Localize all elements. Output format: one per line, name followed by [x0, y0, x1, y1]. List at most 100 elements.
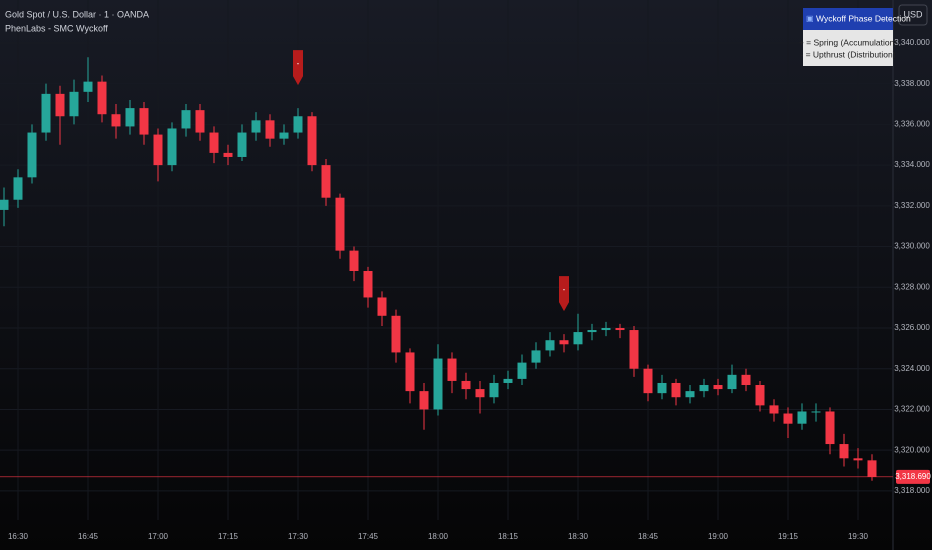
candle-body [363, 270, 373, 298]
candle-body [237, 132, 247, 157]
y-tick-label: 3,322.000 [894, 405, 930, 414]
candle-body [475, 389, 485, 398]
y-tick-label: 3,318.000 [894, 486, 930, 495]
candle-body [83, 81, 93, 92]
x-tick-label: 18:45 [638, 532, 659, 541]
candle-body [377, 297, 387, 316]
candle-body [223, 152, 233, 157]
upthrust-flag [559, 276, 569, 312]
candle-body [125, 108, 135, 127]
candle-body [517, 362, 527, 379]
candle-body [727, 374, 737, 390]
candle-body [167, 128, 177, 166]
candle-body [713, 385, 723, 390]
candle-body [27, 132, 37, 178]
candle-body [615, 328, 625, 331]
y-tick-label: 3,336.000 [894, 120, 930, 129]
legend-header [803, 8, 893, 30]
candle-body [265, 120, 275, 139]
last-price-box [896, 469, 930, 484]
candle-body [447, 358, 457, 381]
x-tick-label: 17:00 [148, 532, 169, 541]
upthrust-flag [293, 50, 303, 86]
candle-body [545, 340, 555, 351]
candle-body [657, 382, 667, 394]
indicator-name: PhenLabs - SMC Wyckoff [5, 23, 108, 33]
y-tick-label: 3,340.000 [894, 38, 930, 47]
candle-body [559, 340, 569, 345]
y-tick-label: 3,334.000 [894, 160, 930, 169]
candle-body [97, 81, 107, 115]
candle-body [811, 411, 821, 413]
y-tick-label: 3,328.000 [894, 282, 930, 291]
x-tick-label: 17:15 [218, 532, 239, 541]
x-tick-label: 19:00 [708, 532, 729, 541]
candle-body [503, 378, 513, 383]
candle-body [783, 413, 793, 424]
candle-body [741, 374, 751, 386]
candle-body [307, 116, 317, 166]
candle-body [433, 358, 443, 410]
candle-body [41, 93, 51, 133]
y-tick-label: 3,324.000 [894, 364, 930, 373]
candle-body [867, 460, 877, 477]
candle-body [601, 328, 611, 331]
currency[interactable]: USD [903, 9, 923, 19]
currency-box[interactable] [898, 4, 928, 26]
legend-title: Wyckoff Phase Detection [816, 13, 911, 23]
legend-line: - = Upthrust (Distribution) [800, 49, 895, 59]
x-tick-label: 18:15 [498, 532, 519, 541]
candle-body [349, 250, 359, 271]
candle-body [797, 411, 807, 424]
candle-body [69, 91, 79, 117]
legend-body [803, 30, 893, 66]
candle-body [489, 382, 499, 398]
candle-body [629, 330, 639, 369]
x-tick-label: 18:00 [428, 532, 449, 541]
candle-body [13, 177, 23, 200]
candle-body [685, 391, 695, 398]
y-tick-label: 3,332.000 [894, 201, 930, 210]
candle-body [209, 132, 219, 153]
x-tick-label: 17:30 [288, 532, 309, 541]
candle-body [111, 114, 121, 127]
x-tick-label: 16:30 [8, 532, 29, 541]
candle-body [531, 350, 541, 363]
candle-body [755, 385, 765, 406]
y-tick-label: 3,330.000 [894, 242, 930, 251]
last-price-label: 3,318.690 [895, 472, 931, 481]
candle-body [279, 132, 289, 139]
x-tick-label: 17:45 [358, 532, 379, 541]
candle-body [699, 385, 709, 392]
candle-body [587, 330, 597, 333]
y-tick-label: 3,338.000 [894, 79, 930, 88]
candle-body [573, 332, 583, 345]
x-tick-label: 19:15 [778, 532, 799, 541]
candle-body [293, 116, 303, 133]
x-tick-label: 18:30 [568, 532, 589, 541]
upthrust-label: - [297, 59, 300, 68]
symbol-title: Gold Spot / U.S. Dollar · 1 · OANDA [5, 9, 149, 19]
candle-body [139, 108, 149, 135]
candle-body [153, 134, 163, 166]
candle-body [405, 352, 415, 392]
candle-body [391, 315, 401, 353]
legend-line: + = Spring (Accumulation) [799, 37, 897, 47]
candle-body [671, 382, 681, 398]
candle-body [0, 199, 9, 210]
candle-body [461, 380, 471, 390]
candle-body [55, 93, 65, 117]
x-tick-label: 16:45 [78, 532, 99, 541]
candle-body [825, 411, 835, 445]
candle-body [181, 110, 191, 129]
y-tick-label: 3,326.000 [894, 323, 930, 332]
candle-body [769, 405, 779, 414]
candle-body [335, 197, 345, 251]
candle-body [419, 391, 429, 410]
candle-body [643, 368, 653, 394]
candle-body [251, 120, 261, 133]
candle-body [195, 110, 205, 133]
